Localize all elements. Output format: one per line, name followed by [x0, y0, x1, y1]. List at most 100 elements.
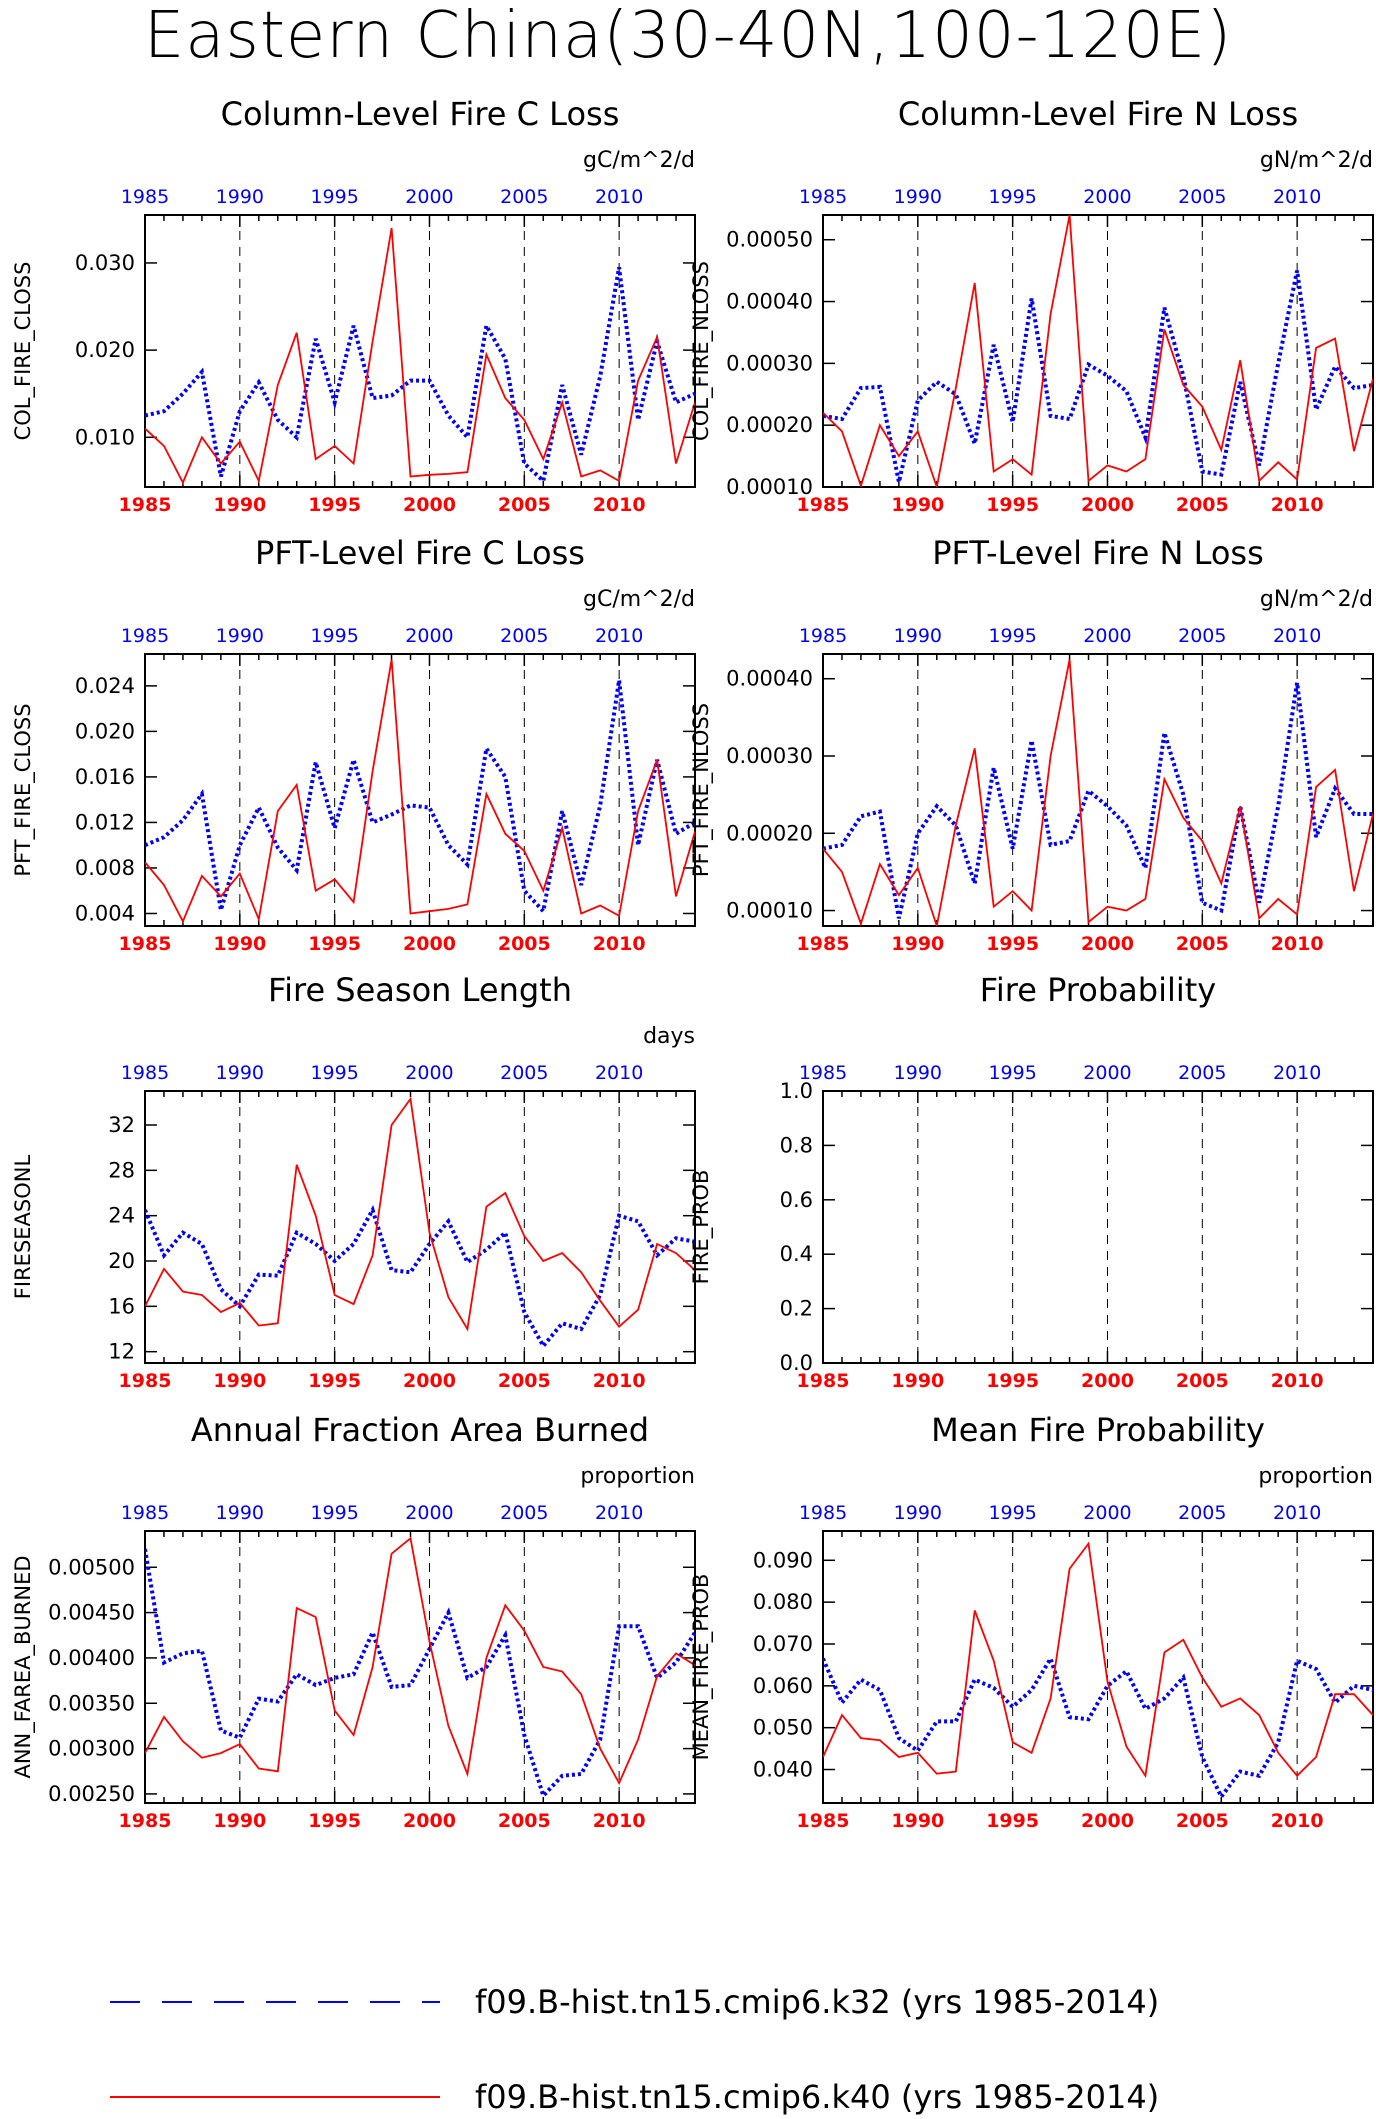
x-tick-label-bottom: 1995 — [986, 1810, 1039, 1832]
x-tick-label-bottom: 1985 — [797, 933, 850, 955]
y-tick-label: 0.00050 — [726, 228, 813, 252]
y-tick-label: 0.00010 — [726, 899, 813, 923]
chart-panel-6: Fire Probability 1985 1985 1990 1990 1995 1995… — [689, 971, 1374, 1392]
y-axis-label: PFT_FIRE_NLOSS — [689, 703, 714, 877]
y-tick-label: 32 — [108, 1113, 135, 1137]
chart-panels: Column-Level Fire C Loss gC/m^2/d 1985 1985… — [11, 95, 1374, 1832]
x-tick-label-top: 1995 — [310, 1062, 358, 1084]
series-line-k32 — [823, 682, 1373, 919]
chart-panel-3: PFT-Level Fire C Loss gC/m^2/d 1985 1985 199… — [11, 534, 696, 955]
page-title: Eastern China(30-40N,100-120E) — [143, 0, 1233, 73]
y-tick-label: 0.00030 — [726, 351, 813, 375]
y-axis-label: FIRE_PROB — [689, 1170, 714, 1285]
x-tick-label-bottom: 2010 — [1271, 494, 1324, 516]
x-tick-label-bottom: 2005 — [1176, 1370, 1229, 1392]
x-tick-label-bottom: 1995 — [308, 1810, 361, 1832]
y-axis-label: MEAN_FIRE_PROB — [689, 1574, 714, 1761]
panel-units: gN/m^2/d — [1260, 148, 1373, 173]
x-tick-label-bottom: 2010 — [1271, 933, 1324, 955]
x-tick-label-top: 1985 — [121, 1062, 169, 1084]
x-tick-label-bottom: 1990 — [891, 933, 944, 955]
y-tick-label: 0.2 — [780, 1297, 813, 1321]
x-tick-label-top: 1995 — [310, 186, 358, 208]
y-tick-label: 0.020 — [75, 719, 135, 743]
x-tick-label-top: 2005 — [500, 1502, 548, 1524]
x-tick-label-bottom: 2000 — [403, 933, 456, 955]
chart-panel-7: Annual Fraction Area Burned proportion 198… — [11, 1411, 696, 1832]
plot-frame — [144, 1090, 696, 1364]
x-tick-label-bottom: 1985 — [797, 494, 850, 516]
panel-units: days — [643, 1024, 695, 1049]
panel-title: Fire Season Length — [268, 971, 572, 1009]
y-tick-label: 24 — [108, 1204, 135, 1228]
x-tick-label-bottom: 2000 — [403, 494, 456, 516]
x-tick-label-top: 2005 — [1178, 625, 1226, 647]
x-tick-label-bottom: 2010 — [593, 494, 646, 516]
y-tick-label: 0.090 — [753, 1548, 813, 1572]
panel-units: proportion — [580, 1464, 695, 1489]
y-tick-label: 0.008 — [75, 856, 135, 880]
x-tick-label-bottom: 2010 — [593, 933, 646, 955]
x-tick-label-top: 2005 — [500, 625, 548, 647]
x-tick-label-top: 2010 — [1273, 1062, 1321, 1084]
x-tick-label-top: 2010 — [1273, 1502, 1321, 1524]
panel-title: Fire Probability — [980, 971, 1216, 1009]
x-tick-label-top: 1985 — [799, 625, 847, 647]
y-tick-label: 0.00030 — [726, 744, 813, 768]
panel-title: Mean Fire Probability — [931, 1411, 1265, 1449]
x-tick-label-bottom: 1990 — [891, 494, 944, 516]
x-tick-label-top: 2000 — [1083, 1502, 1131, 1524]
series-line-k32 — [145, 266, 695, 485]
x-tick-label-bottom: 2010 — [593, 1810, 646, 1832]
x-tick-label-bottom: 1990 — [213, 494, 266, 516]
x-tick-label-top: 1990 — [216, 186, 264, 208]
x-tick-label-top: 2005 — [500, 186, 548, 208]
x-tick-label-bottom: 2000 — [1081, 933, 1134, 955]
x-tick-label-top: 1990 — [216, 1502, 264, 1524]
plot-frame — [822, 1090, 1374, 1364]
x-tick-label-top: 1985 — [799, 1502, 847, 1524]
series-line-k40 — [823, 215, 1373, 487]
panel-units: gC/m^2/d — [583, 587, 695, 612]
x-tick-label-bottom: 1990 — [213, 1370, 266, 1392]
x-tick-label-bottom: 1985 — [119, 1370, 172, 1392]
x-tick-label-bottom: 1985 — [797, 1370, 850, 1392]
x-tick-label-top: 2000 — [1083, 186, 1131, 208]
x-tick-label-top: 1985 — [799, 186, 847, 208]
x-tick-label-top: 1995 — [988, 625, 1036, 647]
y-tick-label: 0.030 — [75, 251, 135, 275]
y-tick-label: 0.00040 — [726, 667, 813, 691]
x-tick-label-top: 2005 — [1178, 1502, 1226, 1524]
y-tick-label: 0.010 — [75, 425, 135, 449]
plot-frame — [822, 1530, 1374, 1804]
panel-units: gN/m^2/d — [1260, 587, 1373, 612]
x-tick-label-bottom: 1985 — [119, 933, 172, 955]
panel-title: Column-Level Fire N Loss — [898, 95, 1298, 133]
x-tick-label-top: 2005 — [1178, 1062, 1226, 1084]
series-line-k32 — [823, 270, 1373, 483]
x-tick-label-top: 2010 — [595, 1062, 643, 1084]
series-line-k40 — [145, 1536, 695, 1786]
panel-units: gC/m^2/d — [583, 148, 695, 173]
x-tick-label-bottom: 2005 — [498, 933, 551, 955]
panel-title: PFT-Level Fire N Loss — [932, 534, 1264, 572]
x-tick-label-bottom: 2000 — [403, 1810, 456, 1832]
y-tick-label: 0.00300 — [48, 1737, 135, 1761]
series-line-k40 — [145, 659, 695, 924]
y-axis-label: FIRESEASONL — [11, 1155, 35, 1300]
x-tick-label-top: 1990 — [894, 186, 942, 208]
series-line-k32 — [145, 1204, 695, 1350]
chart-panel-1: Column-Level Fire C Loss gC/m^2/d 1985 1985… — [11, 95, 696, 516]
y-tick-label: 0.050 — [753, 1716, 813, 1740]
x-tick-label-bottom: 1995 — [986, 1370, 1039, 1392]
x-tick-label-bottom: 2005 — [498, 494, 551, 516]
y-tick-label: 0.00400 — [48, 1646, 135, 1670]
y-axis-label: COL_FIRE_CLOSS — [11, 262, 36, 441]
x-tick-label-top: 1990 — [894, 625, 942, 647]
x-tick-label-bottom: 1985 — [119, 1810, 172, 1832]
x-tick-label-bottom: 1985 — [119, 494, 172, 516]
chart-panel-4: PFT-Level Fire N Loss gN/m^2/d 1985 1985 199… — [689, 534, 1374, 955]
series-line-k32 — [145, 679, 695, 916]
x-tick-label-top: 2000 — [405, 625, 453, 647]
x-tick-label-top: 1995 — [988, 1062, 1036, 1084]
